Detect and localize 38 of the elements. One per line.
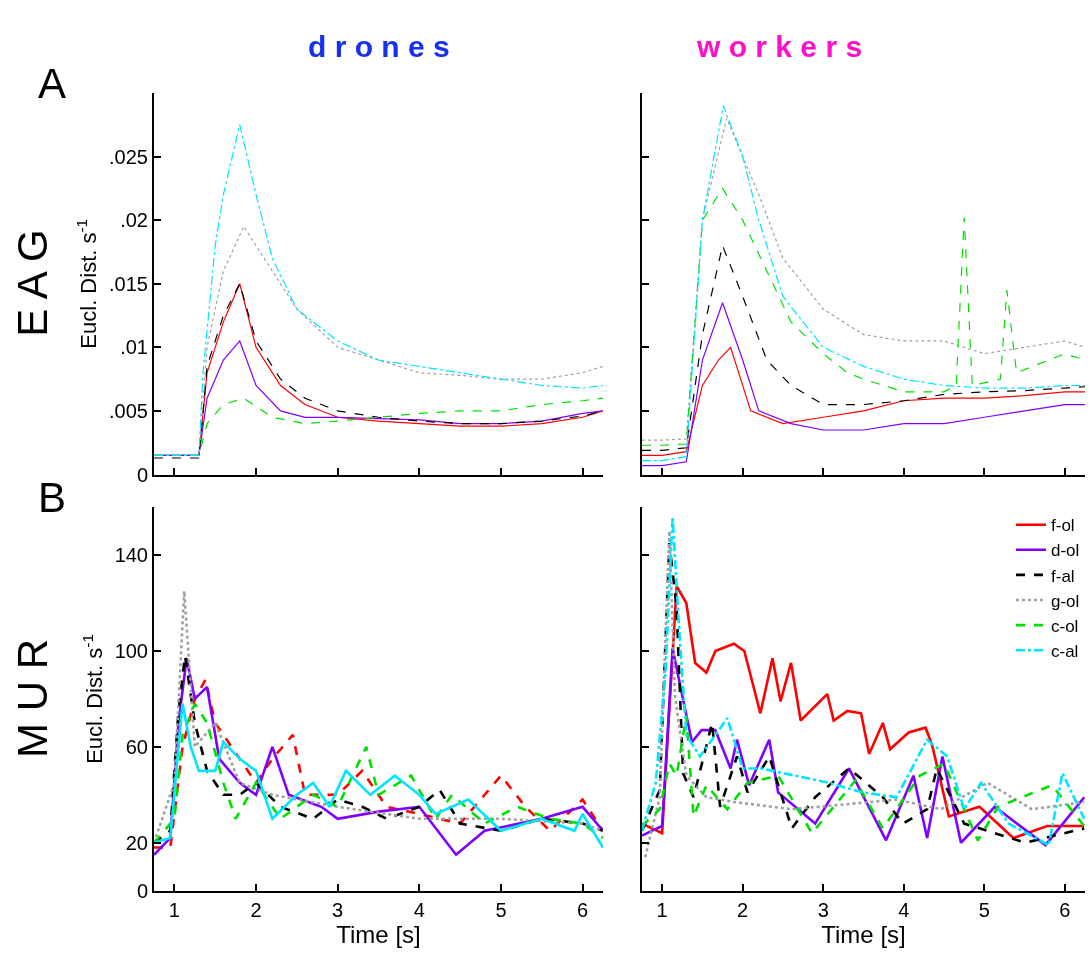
chart-title: d r o n e s xyxy=(308,30,450,63)
x-tick-label: 5 xyxy=(978,898,990,921)
legend-label: f-ol xyxy=(1051,516,1075,536)
y-tick-label: 60 xyxy=(125,735,148,758)
y-tick-label: .02 xyxy=(120,209,148,232)
line-series xyxy=(154,124,603,457)
text: A xyxy=(38,60,67,107)
legend-label: c-al xyxy=(1051,641,1079,661)
legend-label: c-ol xyxy=(1051,616,1079,636)
y-tick-label: 20 xyxy=(125,831,148,854)
y-tick-label: .025 xyxy=(109,145,148,168)
x-tick-label: 1 xyxy=(168,898,180,921)
x-tick-label: 5 xyxy=(495,898,507,921)
y-tick-label: 0 xyxy=(136,879,148,902)
text: B xyxy=(38,474,67,521)
x-tick-label: 6 xyxy=(577,898,589,921)
x-tick-label: 3 xyxy=(817,898,829,921)
x-axis-title: Time [s] xyxy=(821,920,906,948)
y-tick-label: .005 xyxy=(109,399,148,422)
x-tick-label: 1 xyxy=(656,898,668,921)
x-tick-label: 4 xyxy=(898,898,910,921)
y-tick-label: 140 xyxy=(114,544,148,567)
legend-label: f-al xyxy=(1051,566,1075,586)
x-tick-label: 2 xyxy=(737,898,749,921)
x-axis-title: Time [s] xyxy=(336,920,421,948)
y-tick-label: 100 xyxy=(114,639,148,662)
text: M U R xyxy=(9,638,57,758)
legend-label: d-ol xyxy=(1051,541,1080,561)
x-tick-label: 4 xyxy=(413,898,425,921)
x-tick-label: 2 xyxy=(250,898,262,921)
y-tick-label: .015 xyxy=(109,272,148,295)
text: E A G xyxy=(9,229,57,337)
y-tick-label: .01 xyxy=(120,336,148,359)
y-tick-label: 0 xyxy=(136,463,148,486)
chart-title: w o r k e r s xyxy=(696,30,863,63)
x-tick-label: 3 xyxy=(332,898,344,921)
x-tick-label: 6 xyxy=(1059,898,1071,921)
legend-label: g-ol xyxy=(1051,591,1080,611)
